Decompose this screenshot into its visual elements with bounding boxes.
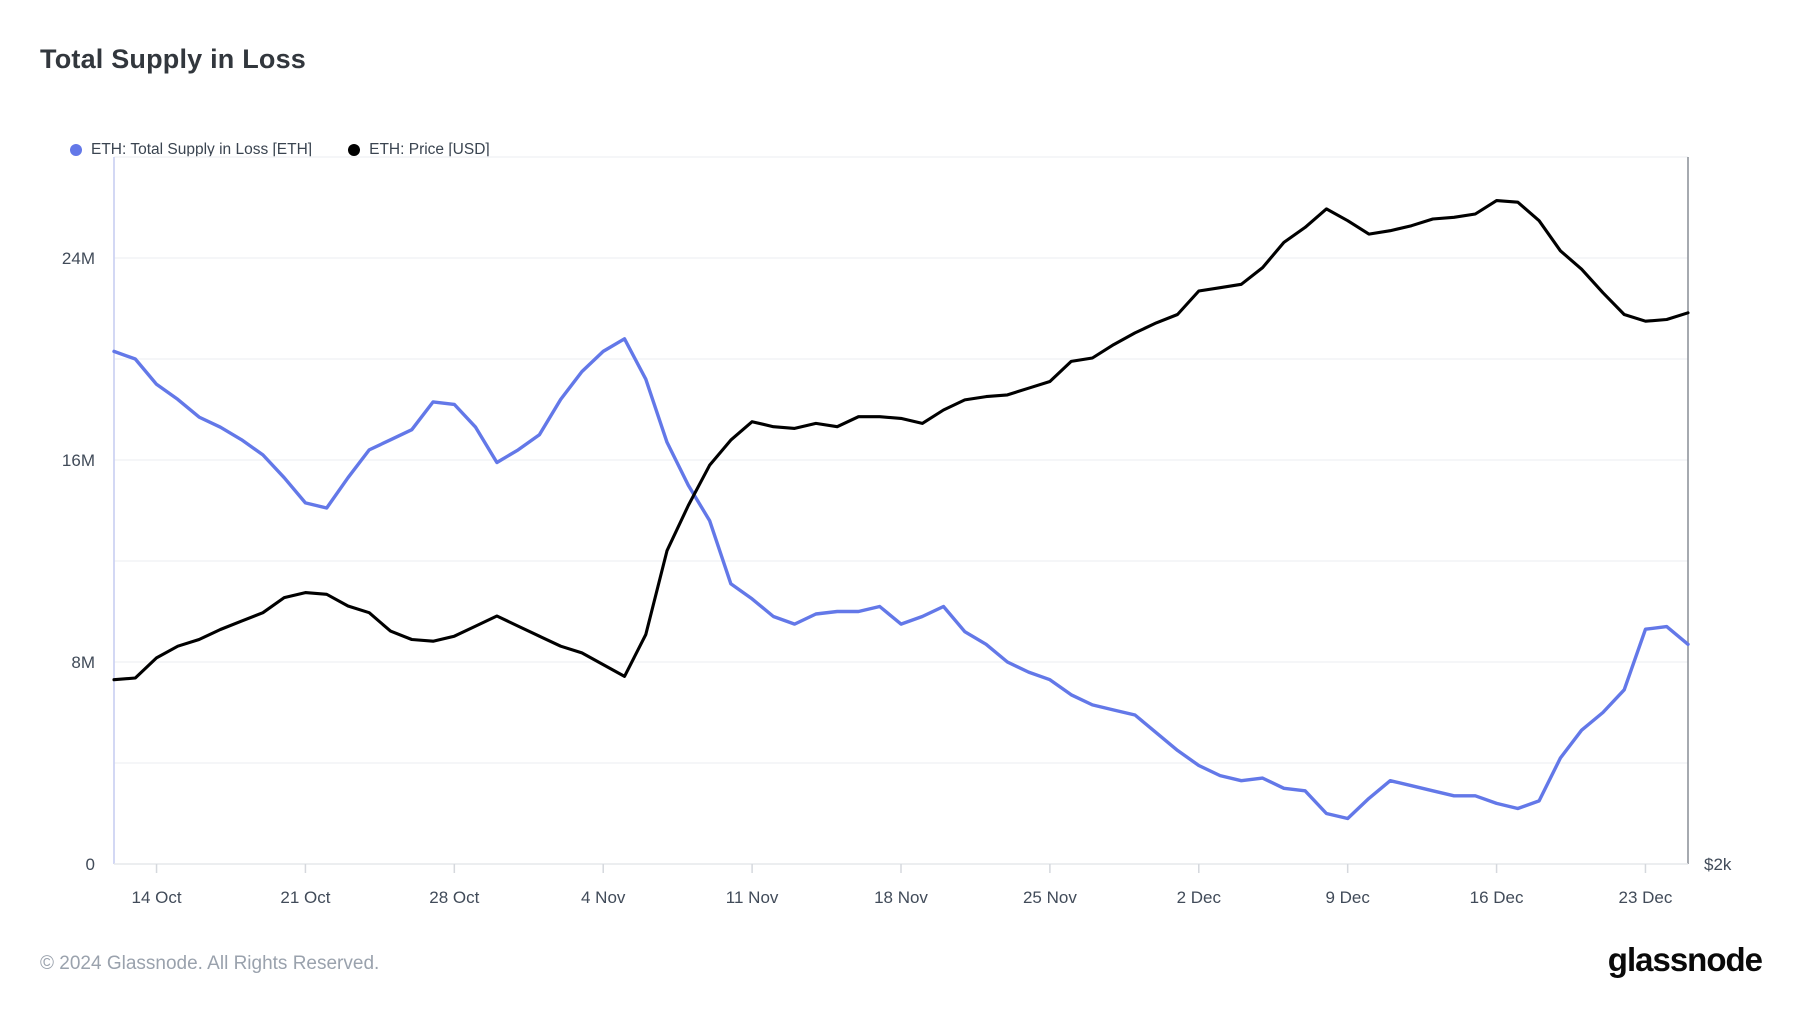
- page-title: Total Supply in Loss: [40, 44, 307, 74]
- glassnode-logo: glassnode: [1607, 941, 1763, 978]
- x-axis-label: 16 Dec: [1470, 888, 1524, 907]
- price-series-dot-icon: [348, 144, 361, 156]
- supply-series-dot-icon: [70, 144, 82, 156]
- x-axis-label: 21 Oct: [280, 888, 330, 907]
- y-axis-label: 0: [86, 855, 95, 874]
- copyright-text: © 2024 Glassnode. All Rights Reserved.: [40, 953, 380, 974]
- x-axis-label: 2 Dec: [1177, 888, 1222, 907]
- supply-in-loss-line: [112, 337, 1690, 821]
- legend-item-price[interactable]: ETH: Price [USD]: [348, 141, 490, 159]
- x-axis-label: 4 Nov: [581, 888, 626, 907]
- x-axis-label: 11 Nov: [726, 888, 779, 907]
- x-axis-label: 25 Nov: [1023, 888, 1077, 907]
- legend-label-supply: ETH: Total Supply in Loss [ETH]: [91, 141, 313, 158]
- y-axis-label: 24M: [62, 249, 95, 268]
- x-axis-label: 23 Dec: [1619, 888, 1673, 907]
- y-axis-label: 8M: [71, 653, 95, 672]
- x-axis-label: 18 Nov: [874, 888, 928, 907]
- x-axis-label: 9 Dec: [1325, 888, 1370, 907]
- right-axis-label: $2k: [1704, 855, 1732, 874]
- price-line: [112, 199, 1690, 682]
- legend-label-price: ETH: Price [USD]: [369, 141, 490, 158]
- y-axis-label: 16M: [62, 451, 95, 470]
- plot-area[interactable]: [114, 157, 1688, 864]
- x-axis-label: 28 Oct: [429, 888, 479, 907]
- x-axis-label: 14 Oct: [131, 888, 181, 907]
- chart-legend: ETH: Total Supply in Loss [ETH] ETH: Pri…: [70, 141, 490, 159]
- legend-item-supply-in-loss[interactable]: ETH: Total Supply in Loss [ETH]: [70, 141, 312, 159]
